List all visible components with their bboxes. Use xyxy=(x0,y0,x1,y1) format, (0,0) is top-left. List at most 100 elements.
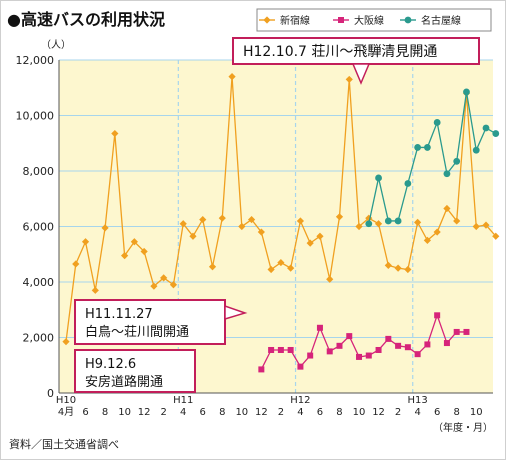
data-point-series-1 xyxy=(199,215,207,224)
x-year-label: H12 xyxy=(290,395,310,406)
y-tick-label: 8,000 xyxy=(23,165,55,178)
data-point-series-1 xyxy=(277,258,285,267)
series-line-2 xyxy=(260,313,467,370)
data-point-series-2 xyxy=(326,348,333,355)
data-point-series-1 xyxy=(404,265,412,274)
legend-marker-2 xyxy=(338,17,344,23)
data-point-series-1 xyxy=(81,238,90,246)
data-point-series-3 xyxy=(482,124,490,132)
data-point-series-1 xyxy=(111,129,119,138)
data-point-series-3 xyxy=(492,130,500,137)
data-point-series-1 xyxy=(306,239,314,247)
y-tick-label: 6,000 xyxy=(23,221,55,234)
annotation-text-1: H12.10.7 荘川～飛騨清見開通 xyxy=(243,44,437,60)
x-tick-label: 4 xyxy=(414,407,420,418)
legend-label-3: 名古屋線 xyxy=(421,14,461,27)
x-tick-label: 8 xyxy=(219,407,225,418)
y-tick-label: 0 xyxy=(47,387,54,400)
x-tick-label: 4 xyxy=(297,407,303,418)
legend-marker-3 xyxy=(404,16,412,24)
x-tick-label: 2 xyxy=(278,407,284,418)
data-point-series-1 xyxy=(316,232,324,240)
data-point-series-1 xyxy=(355,222,363,231)
data-point-series-2 xyxy=(424,341,431,348)
x-unit-label: （年度・月） xyxy=(433,421,493,434)
data-point-series-1 xyxy=(130,238,138,246)
annotation-text-3: H9.12.6 xyxy=(85,357,136,372)
data-point-series-1 xyxy=(384,261,392,269)
x-tick-label: 4月 xyxy=(58,406,74,418)
data-point-series-1 xyxy=(345,75,353,84)
annotation-box-3 xyxy=(74,349,196,393)
data-point-series-2 xyxy=(434,312,441,319)
x-tick-label: 8 xyxy=(336,407,342,418)
data-point-series-2 xyxy=(307,352,314,359)
x-tick-label: 10 xyxy=(470,407,483,418)
x-tick-label: 6 xyxy=(434,407,440,418)
annotation-text-2: 白鳥～荘川間開通 xyxy=(85,324,189,340)
x-tick-label: 4 xyxy=(180,407,186,418)
legend-label-1: 新宿線 xyxy=(280,14,310,27)
data-point-series-1 xyxy=(472,222,480,231)
data-point-series-2 xyxy=(336,342,343,349)
data-point-series-1 xyxy=(296,217,305,225)
data-point-series-1 xyxy=(150,282,158,290)
chart-title: ●高速バスの利用状況 xyxy=(7,10,165,29)
data-point-series-1 xyxy=(189,232,197,240)
data-point-series-2 xyxy=(346,333,353,340)
data-point-series-2 xyxy=(395,342,402,349)
data-point-series-1 xyxy=(72,260,80,268)
x-tick-label: 2 xyxy=(395,407,401,418)
data-point-series-1 xyxy=(228,73,236,81)
y-tick-label: 4,000 xyxy=(23,276,55,289)
data-point-series-1 xyxy=(169,281,178,289)
annotation-pointer-2 xyxy=(224,304,248,321)
data-point-series-2 xyxy=(385,335,392,342)
x-year-label: H10 xyxy=(56,395,76,406)
legend-marker-1 xyxy=(263,16,271,24)
data-point-series-1 xyxy=(160,274,168,282)
data-point-series-2 xyxy=(463,328,470,335)
x-tick-label: 12 xyxy=(372,407,385,418)
data-point-series-3 xyxy=(472,146,480,154)
data-point-series-2 xyxy=(287,346,294,353)
x-tick-label: 12 xyxy=(255,407,268,418)
data-point-series-2 xyxy=(414,351,421,358)
data-point-series-3 xyxy=(443,170,451,178)
data-point-series-1 xyxy=(257,228,265,236)
data-point-series-3 xyxy=(453,157,461,165)
data-point-series-3 xyxy=(404,180,412,187)
x-tick-label: 6 xyxy=(82,407,88,418)
data-point-series-1 xyxy=(414,218,422,226)
data-point-series-1 xyxy=(326,275,334,283)
data-point-series-2 xyxy=(443,340,450,347)
data-point-series-1 xyxy=(62,338,70,346)
data-point-series-2 xyxy=(268,346,275,353)
data-point-series-3 xyxy=(394,217,402,225)
data-point-series-1 xyxy=(453,217,461,225)
x-year-label: H13 xyxy=(408,395,428,406)
data-point-series-3 xyxy=(375,174,382,182)
data-point-series-1 xyxy=(492,232,500,240)
source-note: 資料／国土交通省調べ xyxy=(9,438,119,451)
data-point-series-1 xyxy=(433,228,441,236)
data-point-series-1 xyxy=(101,224,109,232)
data-point-series-1 xyxy=(179,220,187,228)
data-point-series-1 xyxy=(238,222,246,231)
x-tick-label: 12 xyxy=(138,407,151,418)
annotation-text-3: 安房道路開通 xyxy=(85,374,163,390)
data-point-series-1 xyxy=(267,265,275,274)
data-point-series-1 xyxy=(374,220,383,228)
data-point-series-2 xyxy=(258,366,265,373)
data-point-series-1 xyxy=(335,213,344,221)
y-unit-label: （人） xyxy=(41,39,71,51)
y-tick-label: 10,000 xyxy=(16,110,55,123)
annotation-pointer-1 xyxy=(351,63,371,85)
data-point-series-1 xyxy=(91,286,99,294)
x-tick-label: 8 xyxy=(454,407,460,418)
data-point-series-1 xyxy=(140,247,148,256)
data-point-series-3 xyxy=(433,119,441,126)
data-point-series-2 xyxy=(277,346,284,353)
